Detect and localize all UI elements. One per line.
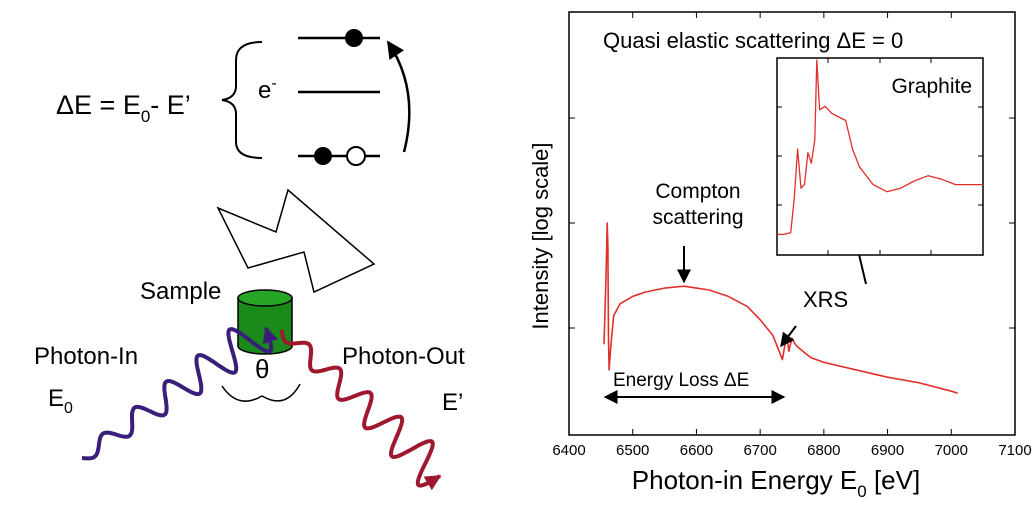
inset-title: Graphite [891, 75, 972, 98]
x-tick-label: 6900 [871, 442, 904, 459]
sample-cylinder [237, 289, 293, 355]
excited-electron-dot [345, 29, 363, 47]
excitation-arrow [386, 40, 411, 153]
compton-label-line2: scattering [652, 206, 743, 229]
photon-in-label: Photon-In [34, 343, 138, 370]
e-prime-label: E’ [442, 389, 463, 416]
electron-label: e- [258, 75, 277, 104]
x-tick-label: 6800 [807, 442, 840, 459]
xrs-arrow-to-edge [780, 325, 797, 348]
chart-title: Quasi elastic scattering ΔE = 0 [603, 28, 903, 53]
energy-loss-label: Energy Loss ΔE [613, 370, 749, 391]
photon-out-wave [280, 329, 442, 491]
x-axis-ticks [568, 12, 1016, 435]
sample-label: Sample [140, 278, 221, 305]
inset-frame [776, 57, 984, 256]
photon-out-label: Photon-Out [342, 343, 465, 370]
x-tick-label: 6700 [743, 442, 776, 459]
angle-arc [221, 383, 301, 402]
curly-brace [221, 41, 263, 159]
x-tick-label: 6400 [552, 442, 585, 459]
photon-in-wave [81, 326, 279, 461]
energy-equation: ΔE = E0- E’ [56, 90, 191, 126]
inset-ticks [777, 58, 983, 255]
scattering-diagram: Sample θ Photon-In E0 Photon-Out E’ [34, 278, 465, 491]
hollow-up-arrow [216, 188, 376, 294]
x-tick-label: 7000 [935, 442, 968, 459]
x-tick-label: 6600 [680, 442, 713, 459]
spectrum-series-line [603, 222, 958, 394]
graphite-inset: Graphite [776, 57, 984, 256]
angle-theta: θ [255, 354, 269, 384]
compton-label-line1: Compton [655, 180, 740, 203]
x-tick-label: 6500 [616, 442, 649, 459]
xrs-label: XRS [803, 287, 848, 312]
y-axis-ticks [569, 117, 1015, 329]
e0-label: E0 [48, 385, 73, 417]
x-axis-label: Photon-in Energy E0 [eV] [632, 465, 920, 501]
y-axis-label: Intensity [log scale] [528, 142, 553, 329]
energy-level-diagram: ΔE = E0- E’ e- [56, 29, 411, 166]
core-hole-circle [346, 146, 366, 166]
x-tick-label: 7100 [998, 442, 1031, 459]
core-electron-dot [314, 147, 332, 165]
graphite-series-line [777, 59, 983, 236]
spectrum-chart: 6400 6500 6600 6700 6800 6900 7000 7100 Photon-… [528, 11, 1032, 501]
x-axis-tick-labels: 6400 6500 6600 6700 6800 6900 7000 7100 [552, 442, 1031, 459]
